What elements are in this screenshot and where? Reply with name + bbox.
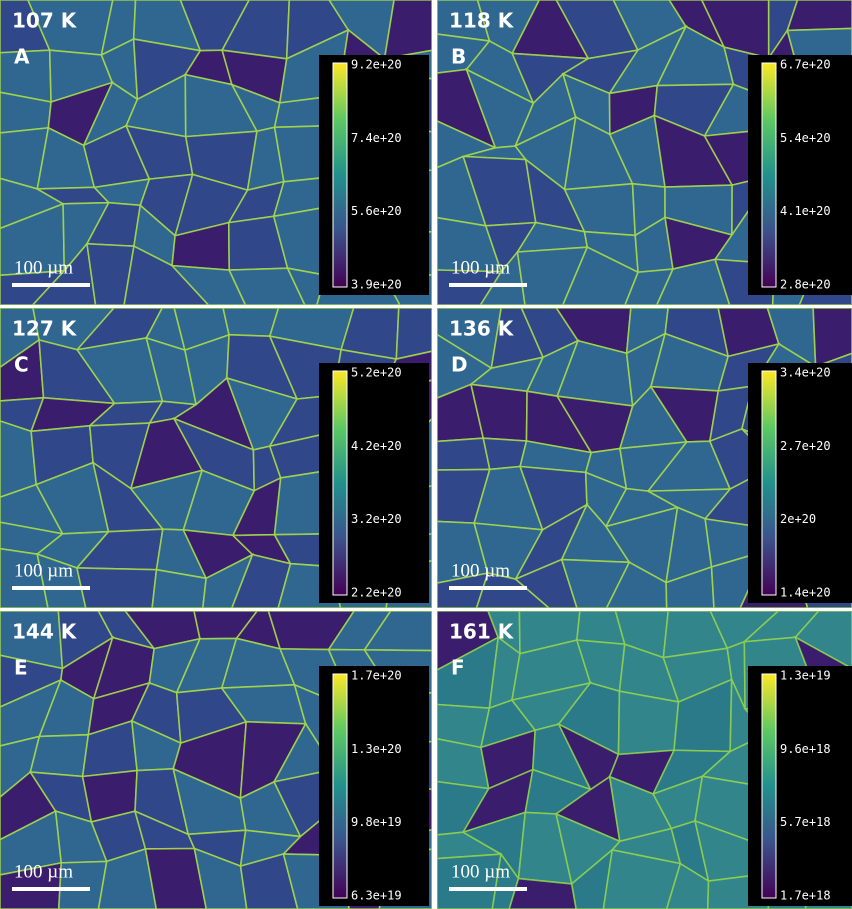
grain <box>618 691 678 754</box>
grain <box>30 735 88 777</box>
colorbar-tick-label: 1.3e+20 <box>351 742 402 756</box>
temperature-label: 107 K <box>12 9 78 33</box>
temperature-label: 144 K <box>12 620 78 644</box>
colorbar <box>762 63 776 287</box>
temperature-label: 127 K <box>12 317 78 341</box>
colorbar <box>762 674 776 898</box>
image-panel: 6.7e+20 5.4e+20 4.1e+20 2.8e+20 118 K B 100 µm <box>437 0 852 305</box>
colorbar <box>333 371 347 595</box>
scale-bar-label: 100 µm <box>451 257 510 278</box>
colorbar-tick-label: 2e+20 <box>780 512 816 526</box>
panel-letter: A <box>14 45 30 69</box>
colorbar-tick-label: 9.6e+18 <box>780 742 831 756</box>
grain <box>396 308 432 359</box>
colorbar-tick-label: 7.4e+20 <box>351 131 402 145</box>
colorbar-tick-label: 2.2e+20 <box>351 586 402 600</box>
scale-bar <box>449 887 527 891</box>
colorbar-tick-label: 5.4e+20 <box>780 131 831 145</box>
scale-bar <box>12 586 90 590</box>
panel-letter: D <box>451 353 468 377</box>
colorbar-tick-label: 3.2e+20 <box>351 512 402 526</box>
colorbar-tick-label: 4.2e+20 <box>351 439 402 453</box>
scale-bar <box>449 586 527 590</box>
colorbar-tick-label: 6.7e+20 <box>780 58 831 72</box>
colorbar-tick-label: 3.9e+20 <box>351 278 402 292</box>
scale-bar-label: 100 µm <box>14 257 73 278</box>
image-panel: 9.2e+20 7.4e+20 5.6e+20 3.9e+20 107 K A 100 µm <box>0 0 432 305</box>
colorbar-tick-label: 4.1e+20 <box>780 204 831 218</box>
colorbar <box>762 371 776 595</box>
scale-bar <box>449 283 527 287</box>
scale-bar-label: 100 µm <box>451 861 510 882</box>
panel-letter: C <box>14 353 29 377</box>
colorbar-tick-label: 5.6e+20 <box>351 204 402 218</box>
colorbar-tick-label: 2.7e+20 <box>780 439 831 453</box>
colorbar-tick-label: 1.3e+19 <box>780 669 831 683</box>
colorbar <box>333 674 347 898</box>
scale-bar <box>12 887 90 891</box>
image-panel: 5.2e+20 4.2e+20 3.2e+20 2.2e+20 127 K C 100 µm <box>0 308 432 608</box>
scale-bar-label: 100 µm <box>14 560 73 581</box>
panel-letter: E <box>14 656 28 680</box>
colorbar-tick-label: 1.7e+20 <box>351 669 402 683</box>
colorbar <box>333 63 347 287</box>
colorbar-tick-label: 6.3e+19 <box>351 889 402 903</box>
image-panel: 1.3e+19 9.6e+18 5.7e+18 1.7e+18 161 K F 100 µm <box>437 611 852 909</box>
colorbar-tick-label: 5.7e+18 <box>780 815 831 829</box>
colorbar-tick-label: 9.8e+19 <box>351 815 402 829</box>
grain <box>437 438 490 470</box>
colorbar-tick-label: 3.4e+20 <box>780 366 831 380</box>
image-panel: 1.7e+20 1.3e+20 9.8e+19 6.3e+19 144 K E 100 µm <box>0 611 432 909</box>
grain <box>509 879 576 909</box>
temperature-label: 118 K <box>449 9 515 33</box>
scale-bar-label: 100 µm <box>451 560 510 581</box>
colorbar-tick-label: 1.4e+20 <box>780 586 831 600</box>
grain <box>223 308 278 336</box>
colorbar-tick-label: 5.2e+20 <box>351 366 402 380</box>
temperature-label: 161 K <box>449 620 515 644</box>
temperature-label: 136 K <box>449 317 515 341</box>
panel-letter: F <box>451 656 465 680</box>
grain <box>787 0 852 30</box>
scale-bar-label: 100 µm <box>14 861 73 882</box>
panel-letter: B <box>451 45 466 69</box>
colorbar-tick-label: 9.2e+20 <box>351 58 402 72</box>
figure: 9.2e+20 7.4e+20 5.6e+20 3.9e+20 107 K A 100 µm… <box>0 0 852 909</box>
colorbar-tick-label: 2.8e+20 <box>780 278 831 292</box>
scale-bar <box>12 283 90 287</box>
image-panel: 3.4e+20 2.7e+20 2e+20 1.4e+20 136 K D 100 µm <box>437 308 852 608</box>
colorbar-tick-label: 1.7e+18 <box>780 889 831 903</box>
